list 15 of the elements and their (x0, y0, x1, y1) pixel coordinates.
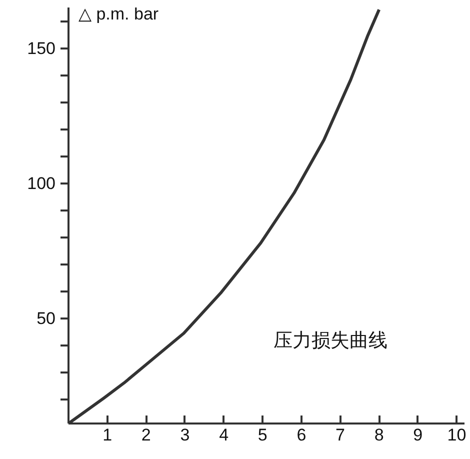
y-tick-label: 150 (27, 39, 56, 58)
y-tick-label: 100 (27, 174, 56, 194)
x-tick-label: 4 (219, 426, 229, 444)
x-tick-label: 6 (296, 426, 306, 444)
x-tick-label: 2 (141, 426, 151, 444)
x-tick-label: 7 (336, 426, 346, 444)
x-tick-label: 1 (102, 426, 112, 444)
annotation: 压力损失曲线 (274, 330, 388, 352)
x-tick-label: 10 (447, 426, 466, 444)
x-tick-label: 9 (413, 426, 423, 444)
x-tick-label: 8 (374, 426, 384, 444)
y-axis-title: △ p.m. bar (78, 4, 159, 24)
x-tick-label: 5 (258, 426, 268, 444)
y-tick-label: 50 (36, 309, 56, 328)
x-tick-label: 3 (180, 426, 190, 444)
